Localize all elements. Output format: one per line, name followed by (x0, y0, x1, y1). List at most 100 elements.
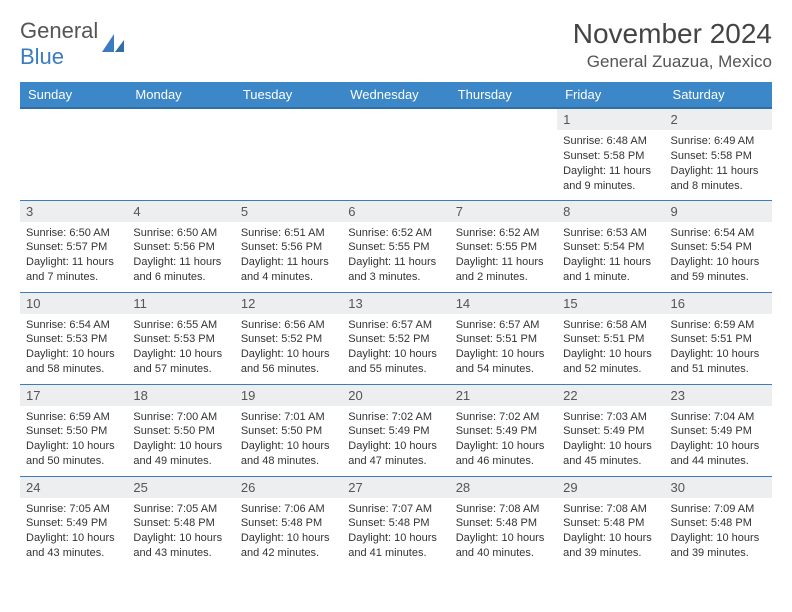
sunrise-text: Sunrise: 7:04 AM (671, 410, 766, 425)
day-detail: Sunrise: 7:02 AMSunset: 5:49 PMDaylight:… (450, 406, 557, 475)
day-detail: Sunrise: 7:05 AMSunset: 5:49 PMDaylight:… (20, 498, 127, 567)
sunrise-text: Sunrise: 7:07 AM (348, 502, 443, 517)
sunset-text: Sunset: 5:49 PM (348, 424, 443, 439)
day-cell: 19Sunrise: 7:01 AMSunset: 5:50 PMDayligh… (235, 384, 342, 476)
day-number: 8 (557, 201, 664, 222)
day-cell: 30Sunrise: 7:09 AMSunset: 5:48 PMDayligh… (665, 476, 772, 568)
sunset-text: Sunset: 5:50 PM (133, 424, 228, 439)
daylight-text: Daylight: 11 hours and 2 minutes. (456, 255, 551, 285)
day-number: 14 (450, 293, 557, 314)
day-cell: 9Sunrise: 6:54 AMSunset: 5:54 PMDaylight… (665, 200, 772, 292)
sunrise-text: Sunrise: 7:08 AM (456, 502, 551, 517)
day-cell (235, 108, 342, 200)
day-number: 25 (127, 477, 234, 498)
sunrise-text: Sunrise: 6:55 AM (133, 318, 228, 333)
day-number: 17 (20, 385, 127, 406)
day-detail: Sunrise: 6:55 AMSunset: 5:53 PMDaylight:… (127, 314, 234, 383)
daylight-text: Daylight: 10 hours and 52 minutes. (563, 347, 658, 377)
day-number: 10 (20, 293, 127, 314)
daylight-text: Daylight: 10 hours and 46 minutes. (456, 439, 551, 469)
day-number: 20 (342, 385, 449, 406)
sunset-text: Sunset: 5:48 PM (241, 516, 336, 531)
day-detail: Sunrise: 7:00 AMSunset: 5:50 PMDaylight:… (127, 406, 234, 475)
sunset-text: Sunset: 5:49 PM (26, 516, 121, 531)
day-number: 4 (127, 201, 234, 222)
dow-thursday: Thursday (450, 82, 557, 108)
sunrise-text: Sunrise: 7:05 AM (133, 502, 228, 517)
day-of-week-row: Sunday Monday Tuesday Wednesday Thursday… (20, 82, 772, 108)
daylight-text: Daylight: 10 hours and 48 minutes. (241, 439, 336, 469)
day-number: 27 (342, 477, 449, 498)
daylight-text: Daylight: 10 hours and 54 minutes. (456, 347, 551, 377)
dow-friday: Friday (557, 82, 664, 108)
day-number: 3 (20, 201, 127, 222)
day-number: 6 (342, 201, 449, 222)
sunrise-text: Sunrise: 6:48 AM (563, 134, 658, 149)
day-detail: Sunrise: 7:07 AMSunset: 5:48 PMDaylight:… (342, 498, 449, 567)
day-detail: Sunrise: 7:09 AMSunset: 5:48 PMDaylight:… (665, 498, 772, 567)
day-detail: Sunrise: 7:06 AMSunset: 5:48 PMDaylight:… (235, 498, 342, 567)
sunset-text: Sunset: 5:51 PM (456, 332, 551, 347)
daylight-text: Daylight: 10 hours and 40 minutes. (456, 531, 551, 561)
location: General Zuazua, Mexico (573, 52, 772, 72)
sunset-text: Sunset: 5:50 PM (26, 424, 121, 439)
logo-word-2: Blue (20, 44, 64, 69)
day-cell: 21Sunrise: 7:02 AMSunset: 5:49 PMDayligh… (450, 384, 557, 476)
title-block: November 2024 General Zuazua, Mexico (573, 18, 772, 72)
day-cell: 16Sunrise: 6:59 AMSunset: 5:51 PMDayligh… (665, 292, 772, 384)
sunrise-text: Sunrise: 6:57 AM (456, 318, 551, 333)
calendar-row: 24Sunrise: 7:05 AMSunset: 5:49 PMDayligh… (20, 476, 772, 568)
day-cell: 13Sunrise: 6:57 AMSunset: 5:52 PMDayligh… (342, 292, 449, 384)
calendar-row: 3 Sunrise: 6:50 AM Sunset: 5:57 PM Daylight… (20, 200, 772, 292)
daylight-text: Daylight: 10 hours and 49 minutes. (133, 439, 228, 469)
day-cell: 18Sunrise: 7:00 AMSunset: 5:50 PMDayligh… (127, 384, 234, 476)
day-number: 7 (450, 201, 557, 222)
day-detail: Sunrise: 6:49 AMSunset: 5:58 PMDaylight:… (665, 130, 772, 199)
day-detail: Sunrise: 7:08 AMSunset: 5:48 PMDaylight:… (557, 498, 664, 567)
day-cell: 6Sunrise: 6:52 AMSunset: 5:55 PMDaylight… (342, 200, 449, 292)
daylight-text: Daylight: 10 hours and 50 minutes. (26, 439, 121, 469)
daylight-text: Daylight: 11 hours and 1 minute. (563, 255, 658, 285)
day-cell: 27Sunrise: 7:07 AMSunset: 5:48 PMDayligh… (342, 476, 449, 568)
sunset-text: Sunset: 5:53 PM (26, 332, 121, 347)
sunset-text: Sunset: 5:51 PM (563, 332, 658, 347)
sunrise-text: Sunrise: 7:01 AM (241, 410, 336, 425)
day-cell: 3Sunrise: 6:50 AMSunset: 5:57 PMDaylight… (20, 200, 127, 292)
day-number: 24 (20, 477, 127, 498)
sunset-text: Sunset: 5:54 PM (563, 240, 658, 255)
day-number: 5 (235, 201, 342, 222)
header: General Blue November 2024 General Zuazu… (20, 18, 772, 72)
sunrise-text: Sunrise: 6:54 AM (671, 226, 766, 241)
day-cell (342, 108, 449, 200)
day-cell: 26Sunrise: 7:06 AMSunset: 5:48 PMDayligh… (235, 476, 342, 568)
daylight-text: Daylight: 10 hours and 44 minutes. (671, 439, 766, 469)
sunset-text: Sunset: 5:55 PM (456, 240, 551, 255)
sunrise-text: Sunrise: 7:00 AM (133, 410, 228, 425)
sunset-text: Sunset: 5:52 PM (348, 332, 443, 347)
sunset-text: Sunset: 5:57 PM (26, 240, 121, 255)
daylight-text: Daylight: 10 hours and 56 minutes. (241, 347, 336, 377)
sunrise-text: Sunrise: 6:52 AM (456, 226, 551, 241)
sunrise-text: Sunrise: 6:54 AM (26, 318, 121, 333)
daylight-text: Daylight: 11 hours and 8 minutes. (671, 164, 766, 194)
sunrise-text: Sunrise: 6:58 AM (563, 318, 658, 333)
day-detail: Sunrise: 6:54 AMSunset: 5:53 PMDaylight:… (20, 314, 127, 383)
sunset-text: Sunset: 5:49 PM (671, 424, 766, 439)
day-number: 29 (557, 477, 664, 498)
day-cell: 4Sunrise: 6:50 AMSunset: 5:56 PMDaylight… (127, 200, 234, 292)
day-number: 26 (235, 477, 342, 498)
day-detail: Sunrise: 6:53 AMSunset: 5:54 PMDaylight:… (557, 222, 664, 291)
day-detail: Sunrise: 6:58 AMSunset: 5:51 PMDaylight:… (557, 314, 664, 383)
daylight-text: Daylight: 10 hours and 51 minutes. (671, 347, 766, 377)
day-number: 2 (665, 109, 772, 130)
day-detail: Sunrise: 6:56 AMSunset: 5:52 PMDaylight:… (235, 314, 342, 383)
day-cell: 7 Sunrise: 6:52 AMSunset: 5:55 PMDaylight… (450, 200, 557, 292)
day-number: 22 (557, 385, 664, 406)
day-number: 11 (127, 293, 234, 314)
day-cell: 22Sunrise: 7:03 AMSunset: 5:49 PMDayligh… (557, 384, 664, 476)
sunrise-text: Sunrise: 6:50 AM (133, 226, 228, 241)
daylight-text: Daylight: 10 hours and 43 minutes. (133, 531, 228, 561)
calendar-page: General Blue November 2024 General Zuazu… (0, 0, 792, 578)
sunset-text: Sunset: 5:54 PM (671, 240, 766, 255)
day-cell: 23Sunrise: 7:04 AMSunset: 5:49 PMDayligh… (665, 384, 772, 476)
